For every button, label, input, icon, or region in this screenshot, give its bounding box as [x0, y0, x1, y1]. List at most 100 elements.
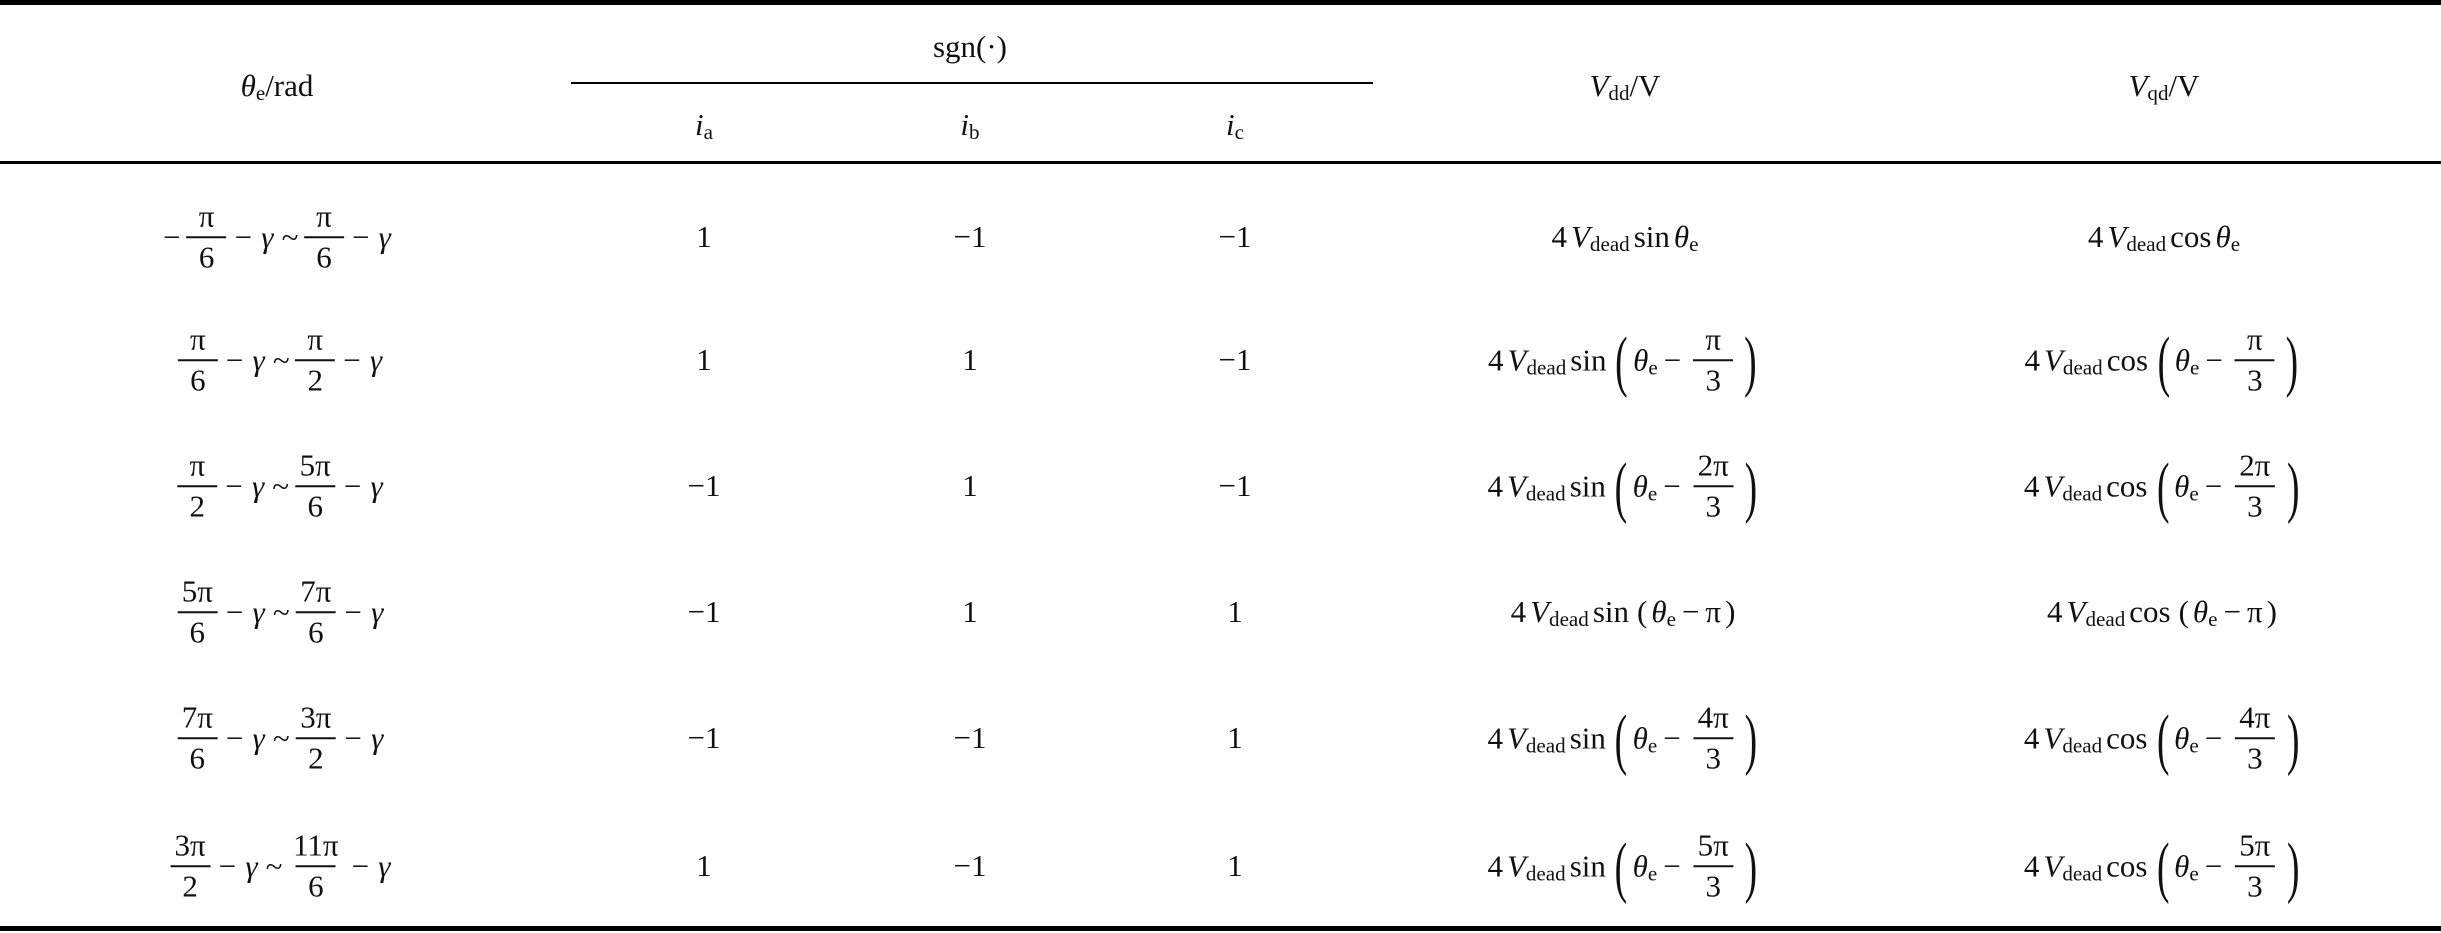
subscript: dead — [2062, 354, 2103, 379]
coefficient: 4 — [1487, 468, 1503, 503]
sign-cell: −1 — [1219, 342, 1252, 378]
coefficient: 4 — [2024, 342, 2040, 377]
denominator: 2 — [170, 865, 211, 906]
symbol: V — [2107, 219, 2127, 254]
symbol: V — [1530, 594, 1550, 629]
denominator: 3 — [2234, 865, 2275, 906]
subscript: dd — [1608, 80, 1630, 105]
subscript: dead — [1525, 732, 1566, 757]
header-sgn-cell: sgn(·) — [933, 29, 1007, 65]
coefficient: 4 — [1510, 594, 1527, 629]
symbol: θ — [240, 68, 256, 103]
sign-cell: 1 — [696, 219, 712, 255]
sign-cell: −1 — [954, 848, 987, 884]
sign-cell: 1 — [696, 342, 712, 378]
subscript: dead — [2085, 606, 2126, 631]
range-cell: π 6− γ ~ π 2− γ — [172, 320, 382, 400]
subscript: e — [1689, 231, 1699, 256]
subscript: dead — [2126, 231, 2167, 256]
function: sin — [1592, 594, 1630, 629]
term: π — [1705, 594, 1722, 629]
header-rule — [0, 161, 2441, 164]
close-paren: ) — [2286, 699, 2300, 776]
coefficient: 4 — [1488, 342, 1504, 377]
symbol: V — [2043, 468, 2063, 503]
numerator: π — [1705, 321, 1722, 357]
symbol: V — [1506, 848, 1526, 883]
sign-cell: −1 — [954, 219, 987, 255]
sign-value: −1 — [687, 720, 721, 755]
operator: − — [1663, 468, 1681, 503]
subscript: e — [1647, 480, 1658, 505]
open-paren: ( — [2157, 321, 2170, 398]
variable: θ — [2174, 342, 2190, 377]
numerator: 4π — [2239, 699, 2271, 735]
sign-cell: 1 — [1227, 594, 1243, 630]
denominator: 3 — [1693, 485, 1734, 526]
open-paren: ( — [2156, 699, 2170, 776]
sign-value: 1 — [1227, 594, 1243, 629]
sign-cell: −1 — [688, 594, 721, 630]
top-rule — [0, 0, 2441, 5]
function: sin — [1569, 848, 1606, 883]
operator: − — [2204, 468, 2223, 503]
open-paren: ( — [1614, 827, 1628, 904]
sign-cell: 1 — [696, 848, 712, 884]
sign-value: −1 — [1218, 342, 1252, 377]
operator: − — [1663, 342, 1682, 377]
symbol: V — [2043, 848, 2063, 883]
subscript: e — [1647, 860, 1658, 885]
fraction: 2π 3 — [1693, 446, 1734, 526]
range-cell: − π 6− γ ~ π 6− γ — [163, 197, 391, 277]
coefficient: 4 — [2023, 720, 2040, 755]
unit: /V — [2168, 68, 2200, 103]
variable: θ — [1632, 468, 1648, 503]
sign-value: 1 — [962, 468, 978, 503]
fraction: 4π 3 — [1693, 698, 1734, 778]
symbol: V — [1506, 468, 1526, 503]
subscript: e — [2230, 231, 2241, 256]
open-paren: ( — [2156, 447, 2170, 524]
close-paren: ) — [1744, 827, 1758, 904]
numerator: π — [307, 321, 324, 357]
function: sin — [1633, 219, 1670, 254]
sign-value: 1 — [696, 848, 712, 883]
denominator: 3 — [1693, 737, 1734, 778]
operator: − — [2205, 342, 2223, 377]
subscript: dead — [1525, 480, 1566, 505]
sign-value: 1 — [1227, 720, 1243, 755]
separator: − γ ~ — [232, 219, 298, 254]
denominator: 2 — [177, 485, 218, 526]
coefficient: 4 — [1487, 848, 1503, 883]
fraction: 5π 6 — [295, 446, 336, 526]
symbol: V — [2066, 594, 2086, 629]
sign-value: 1 — [962, 342, 978, 377]
tail: − γ — [342, 720, 384, 755]
separator: − γ ~ — [223, 720, 290, 755]
range-cell: π 2− γ ~5π 6− γ — [171, 446, 383, 526]
sign: − — [163, 219, 181, 254]
sign-value: −1 — [953, 219, 987, 254]
coefficient: 4 — [2023, 848, 2040, 883]
denominator: 6 — [177, 359, 218, 400]
subscript: b — [969, 119, 980, 144]
variable: θ — [1632, 848, 1648, 883]
operator: − — [1663, 848, 1681, 883]
numerator: π — [316, 198, 332, 234]
numerator: π — [189, 447, 206, 483]
numerator: π — [2246, 321, 2263, 357]
numerator: 5π — [2239, 827, 2271, 863]
subscript: dead — [2062, 732, 2103, 757]
